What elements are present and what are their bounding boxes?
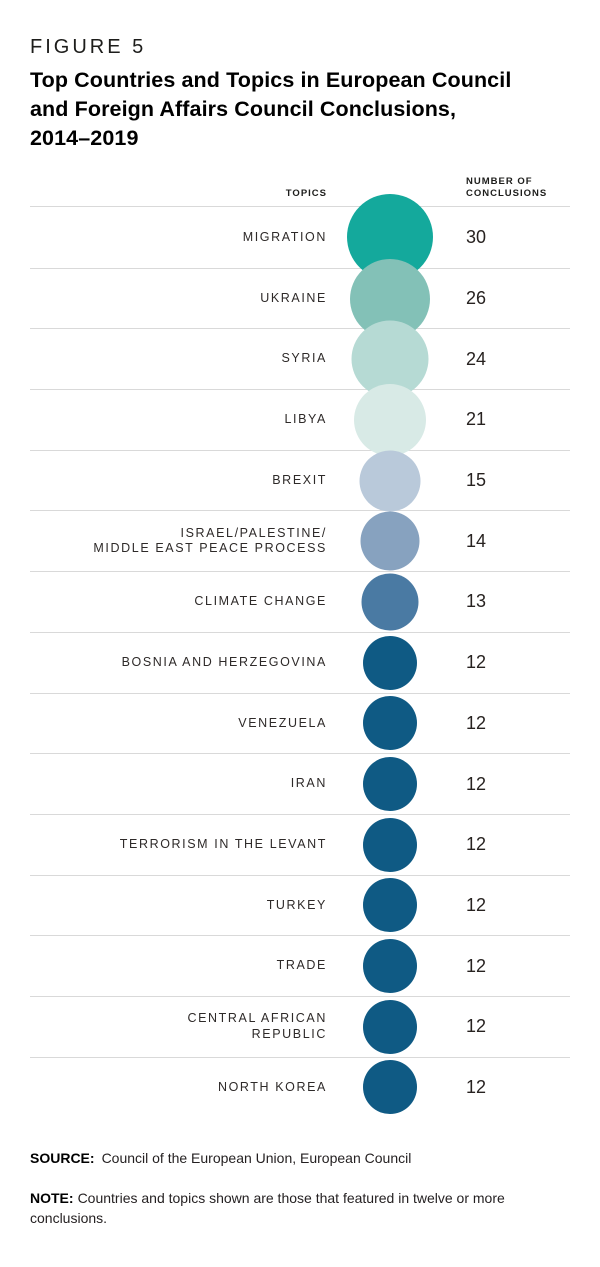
value-bubble (362, 878, 417, 933)
value-bubble (362, 757, 417, 812)
bubble-cell (327, 572, 452, 632)
table-row: BREXIT 15 (30, 449, 570, 512)
bubble-cell (327, 1058, 452, 1118)
source-label: SOURCE: (30, 1150, 95, 1167)
source-text: Council of the European Union, European … (101, 1150, 412, 1167)
value-bubble (361, 573, 418, 631)
conclusions-count: 12 (466, 894, 487, 915)
topic-label: NORTH KOREA (217, 1079, 327, 1094)
topics-column-header: TOPICS (285, 188, 327, 199)
table-row: BOSNIA AND HERZEGOVINA 12 (30, 631, 570, 693)
topic-label: IRAN (290, 776, 327, 791)
note-line: NOTE: Countries and topics shown are thos… (30, 1189, 554, 1228)
value-bubble (359, 450, 420, 512)
note-text: Countries and topics shown are those tha… (30, 1190, 505, 1226)
topic-label: UKRAINE (260, 290, 327, 305)
bubble-cell (327, 383, 452, 456)
bubble-cell (327, 694, 452, 754)
table-row: VENEZUELA 12 (30, 692, 570, 754)
topic-label: CLIMATE CHANGE (194, 594, 327, 609)
topic-label: ISRAEL/PALESTINE/ MIDDLE EAST PEACE PROC… (93, 525, 327, 556)
table-row: ISRAEL/PALESTINE/ MIDDLE EAST PEACE PROC… (30, 510, 570, 571)
source-line: SOURCE: Council of the European Union, Eu… (30, 1150, 570, 1166)
value-bubble (360, 511, 419, 571)
table-header-row: TOPICS NUMBER OF CONCLUSIONS (30, 176, 570, 207)
bubble-cell (327, 320, 452, 398)
conclusions-count: 12 (466, 1016, 487, 1037)
bubble-cell (327, 997, 452, 1057)
conclusions-count: 12 (466, 1076, 487, 1097)
conclusions-count: 30 (466, 226, 487, 247)
topic-label: TURKEY (266, 897, 327, 912)
topic-label: VENEZUELA (238, 715, 327, 730)
conclusions-count: 12 (466, 712, 487, 733)
bubble-table-rows: MIGRATION 30 UKRAINE 26 SYRIA 24 LIBYA (30, 194, 570, 1118)
value-bubble (362, 696, 417, 751)
value-bubble (362, 939, 417, 994)
conclusions-count: 12 (466, 773, 487, 794)
table-row: UKRAINE 26 (30, 258, 570, 339)
topic-label: LIBYA (284, 412, 327, 427)
figure-title: Top Countries and Topics in European Cou… (30, 68, 512, 150)
table-row: TRADE 12 (30, 935, 570, 996)
bubble-cell (327, 258, 452, 339)
topic-label: MIGRATION (242, 229, 327, 244)
table-row: LIBYA 21 (30, 383, 570, 456)
table-row: MIGRATION 30 (30, 194, 570, 281)
topic-label: BOSNIA AND HERZEGOVINA (121, 654, 327, 669)
topic-label: TRADE (276, 958, 327, 973)
topic-label: TERRORISM IN THE LEVANT (119, 836, 327, 851)
bubble-cell (327, 450, 452, 512)
bubble-cell (327, 633, 452, 693)
value-bubble (362, 635, 417, 690)
conclusions-count: 12 (466, 834, 487, 855)
table-row: TURKEY 12 (30, 874, 570, 936)
value-bubble (362, 999, 417, 1054)
bubble-cell (327, 936, 452, 996)
topic-label: SYRIA (281, 351, 327, 366)
conclusions-column-header: NUMBER OF CONCLUSIONS (466, 176, 548, 199)
conclusions-count: 15 (466, 470, 487, 491)
table-row: NORTH KOREA 12 (30, 1056, 570, 1118)
conclusions-count: 21 (466, 409, 487, 430)
bubble-cell (327, 511, 452, 571)
table-row: CENTRAL AFRICAN REPUBLIC 12 (30, 995, 570, 1057)
topic-label: BREXIT (272, 472, 327, 487)
conclusions-count: 12 (466, 955, 487, 976)
table-row: TERRORISM IN THE LEVANT 12 (30, 813, 570, 875)
value-bubble (362, 1060, 417, 1115)
value-bubble (362, 817, 417, 872)
conclusions-count: 12 (466, 652, 487, 673)
figure-number-label: FIGURE 5 (30, 36, 147, 58)
bubble-cell (327, 815, 452, 875)
conclusions-count: 26 (466, 288, 487, 309)
table-row: CLIMATE CHANGE 13 (30, 571, 570, 632)
bubble-cell (327, 754, 452, 814)
figure-footer: SOURCE: Council of the European Union, Eu… (30, 1150, 570, 1228)
table-row: IRAN 12 (30, 753, 570, 814)
conclusions-count: 24 (466, 348, 487, 369)
value-bubble (353, 383, 426, 456)
bubble-cell (327, 876, 452, 936)
conclusions-count: 13 (466, 591, 487, 612)
table-row: SYRIA 24 (30, 320, 570, 398)
note-label: NOTE: (30, 1190, 74, 1207)
topic-label: CENTRAL AFRICAN REPUBLIC (187, 1011, 327, 1041)
conclusions-count: 14 (466, 530, 487, 551)
